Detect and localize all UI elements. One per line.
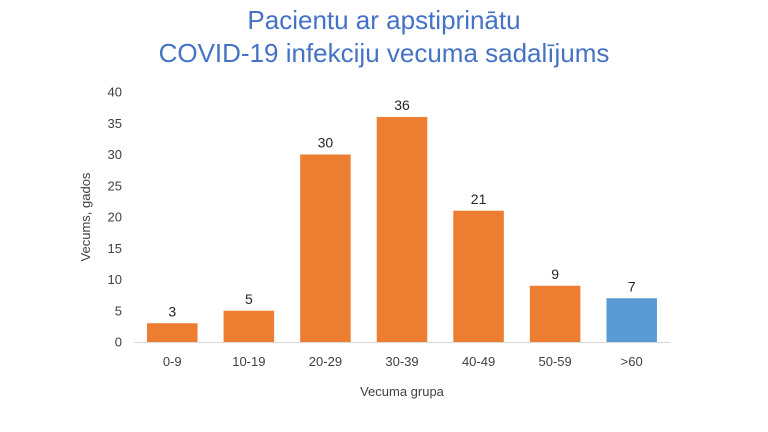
bars (147, 117, 657, 342)
bar (376, 117, 428, 342)
y-tick-label: 20 (108, 210, 122, 225)
y-tick-label: 5 (115, 303, 122, 318)
bar (606, 298, 657, 342)
x-tick-label: 50-59 (539, 354, 572, 369)
chart-title-line-2: COVID-19 infekciju vecuma sadalījums (158, 38, 610, 68)
data-label: 9 (551, 266, 559, 282)
data-label: 3 (168, 303, 176, 319)
data-label: 7 (628, 278, 636, 294)
y-tick-label: 25 (108, 178, 122, 193)
x-axis-label: Vecuma grupa (360, 384, 445, 399)
y-axis-ticks: 0 5 10 15 20 25 30 35 40 (108, 85, 122, 350)
y-tick-label: 0 (115, 335, 122, 350)
y-tick-label: 35 (108, 116, 122, 131)
x-axis-ticks: 0-9 10-19 20-29 30-39 40-49 50-59 >60 (163, 354, 643, 369)
bar (300, 154, 351, 342)
data-label: 21 (471, 191, 487, 207)
data-label: 5 (245, 291, 253, 307)
data-label: 30 (318, 135, 334, 151)
x-tick-label: 20-29 (309, 354, 342, 369)
x-tick-label: 0-9 (163, 354, 182, 369)
bar (223, 310, 275, 342)
data-label: 36 (394, 97, 410, 113)
x-tick-label: >60 (621, 354, 643, 369)
x-tick-label: 10-19 (232, 354, 265, 369)
y-tick-label: 30 (108, 147, 122, 162)
bar (529, 285, 581, 342)
y-tick-label: 15 (108, 241, 122, 256)
bar (147, 323, 198, 342)
y-tick-label: 10 (108, 272, 122, 287)
chart-title: Pacientu ar apstiprinātu COVID-19 infekc… (0, 4, 768, 70)
x-tick-label: 40-49 (462, 354, 495, 369)
chart-title-line-1: Pacientu ar apstiprinātu (247, 5, 521, 35)
y-axis-label: Vecums, gados (78, 172, 93, 261)
data-labels: 3 5 30 36 21 9 7 (168, 97, 635, 319)
bar (453, 210, 504, 342)
y-tick-label: 40 (108, 85, 122, 100)
x-tick-label: 30-39 (385, 354, 418, 369)
